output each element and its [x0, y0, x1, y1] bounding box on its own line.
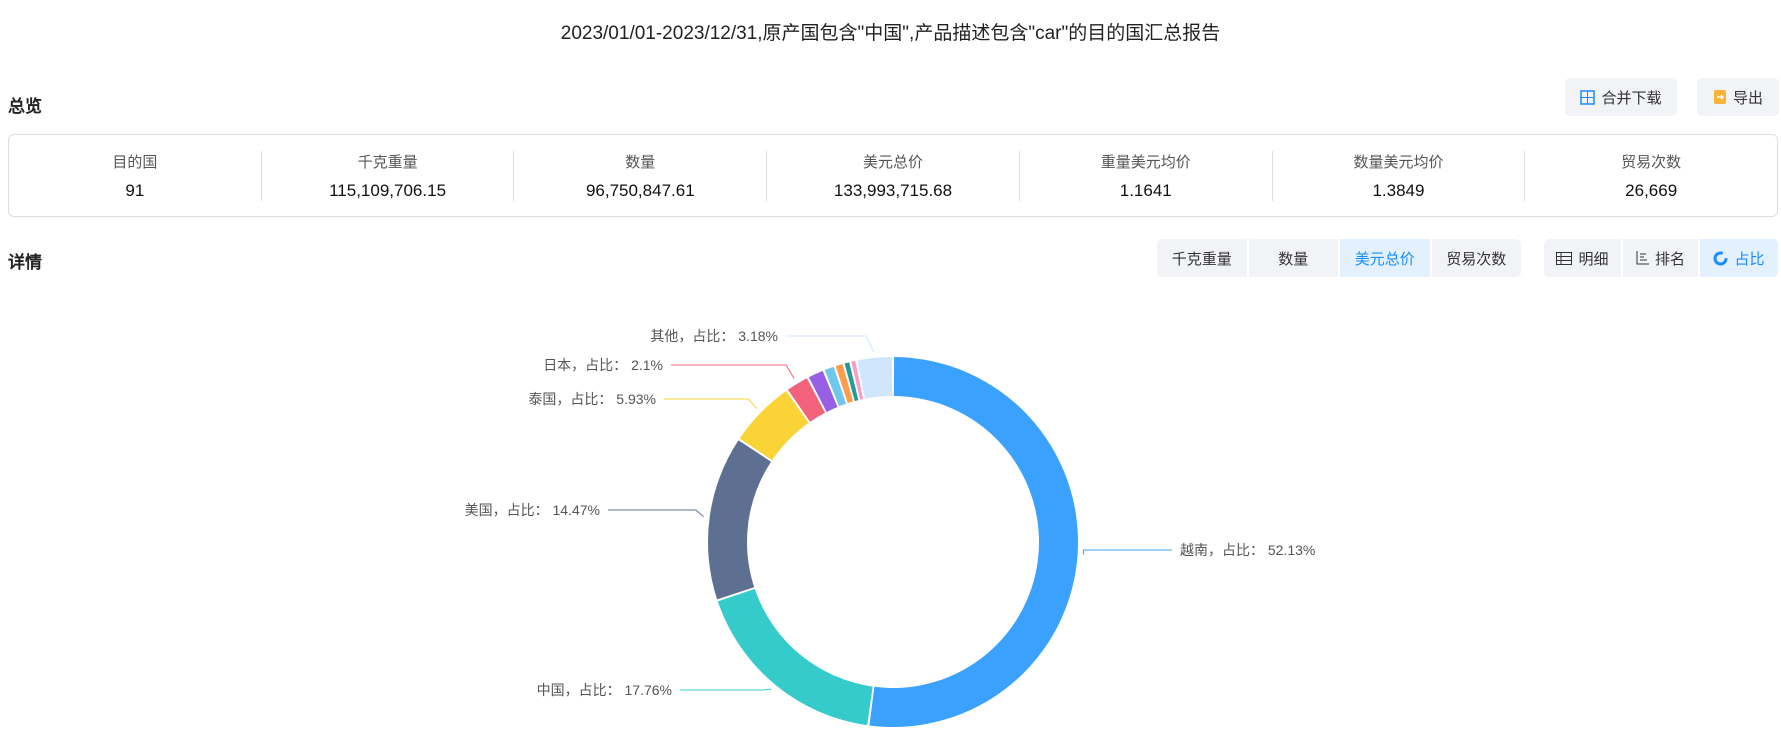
slice-越南[interactable]	[869, 357, 1078, 727]
rank-list-icon	[1636, 251, 1649, 265]
stat-value: 115,109,706.15	[329, 180, 447, 200]
stat-label: 千克重量	[357, 153, 418, 171]
merge-download-label: 合并下载	[1601, 89, 1662, 107]
tab-metric-3[interactable]: 贸易次数	[1431, 239, 1521, 277]
report-title: 2023/01/01-2023/12/31,原产国包含"中国",产品描述包含"c…	[560, 23, 1221, 44]
slice-label: 泰国，占比： 5.93%	[528, 391, 656, 407]
stat-label: 美元总价	[863, 153, 924, 171]
slice-minor-5[interactable]	[808, 370, 838, 412]
stat-value: 96,750,847.61	[585, 180, 695, 200]
stat-3: 美元总价 133,993,715.68	[767, 150, 1020, 201]
leader-line	[664, 398, 757, 409]
leader-line	[608, 509, 705, 517]
metric-tabs: 千克重量 数量 美元总价 贸易次数	[1157, 239, 1521, 277]
tab-metric-2[interactable]: 美元总价	[1340, 239, 1430, 277]
stat-label: 重量美元均价	[1100, 153, 1191, 171]
stat-2: 数量 96,750,847.61	[514, 150, 768, 201]
tab-share-view[interactable]: 占比	[1700, 239, 1778, 277]
stat-value: 91	[125, 180, 145, 200]
stat-label: 目的国	[112, 153, 158, 171]
tab-rank-view[interactable]: 排名	[1623, 239, 1698, 277]
export-button[interactable]: 导出	[1697, 78, 1779, 116]
slice-label: 日本，占比： 2.1%	[543, 357, 663, 373]
slice-label: 中国，占比： 17.76%	[537, 682, 672, 698]
tab-metric-0[interactable]: 千克重量	[1157, 239, 1247, 277]
stat-value: 1.3849	[1372, 180, 1425, 200]
slice-minor-7[interactable]	[835, 364, 854, 404]
stat-5: 数量美元均价 1.3849	[1273, 150, 1526, 201]
donut-chart-icon	[1713, 251, 1728, 265]
detail-heading: 详情	[8, 253, 42, 272]
stat-6: 贸易次数 26,669	[1525, 151, 1777, 201]
export-label: 导出	[1732, 89, 1763, 107]
slice-美国[interactable]	[708, 440, 772, 600]
slice-泰国[interactable]	[739, 391, 809, 461]
leader-line	[786, 335, 875, 353]
tab-label: 占比	[1734, 250, 1765, 268]
tab-detail-view[interactable]: 明细	[1544, 239, 1621, 277]
slice-minor-8[interactable]	[844, 362, 859, 402]
slice-其他[interactable]	[857, 357, 893, 399]
slice-label: 其他，占比： 3.18%	[650, 328, 778, 344]
merge-icon	[1580, 89, 1596, 105]
export-file-icon	[1713, 90, 1726, 104]
stat-label: 数量	[625, 153, 656, 171]
stat-value: 26,669	[1625, 180, 1678, 200]
slice-label: 美国，占比： 14.47%	[465, 502, 600, 518]
stat-4: 重量美元均价 1.1641	[1020, 150, 1273, 201]
view-tabs: 明细 排名 占比	[1544, 239, 1778, 277]
stat-label: 贸易次数	[1621, 153, 1682, 171]
overview-stats-card: 目的国 91 千克重量 115,109,706.15 数量 96,750,847.61 美元…	[8, 134, 1778, 217]
table-icon	[1556, 251, 1573, 265]
slice-label: 越南，占比： 52.13%	[1180, 542, 1315, 558]
slice-日本[interactable]	[787, 378, 826, 422]
stat-1: 千克重量 115,109,706.15	[262, 150, 515, 201]
overview-heading: 总览	[8, 97, 42, 116]
stat-label: 数量美元均价	[1353, 153, 1444, 171]
tab-label: 明细	[1578, 250, 1609, 268]
slice-中国[interactable]	[717, 588, 873, 726]
slice-minor-9[interactable]	[851, 360, 864, 400]
tab-label: 排名	[1654, 250, 1685, 268]
stat-0: 目的国 91	[9, 150, 262, 201]
leader-line	[680, 688, 772, 691]
leader-line	[1083, 549, 1172, 555]
merge-download-button[interactable]: 合并下载	[1565, 78, 1677, 116]
tab-metric-1[interactable]: 数量	[1248, 239, 1338, 277]
stat-value: 1.1641	[1119, 180, 1172, 200]
stat-value: 133,993,715.68	[833, 180, 953, 200]
leader-line	[671, 364, 795, 379]
slice-minor-6[interactable]	[824, 366, 847, 407]
